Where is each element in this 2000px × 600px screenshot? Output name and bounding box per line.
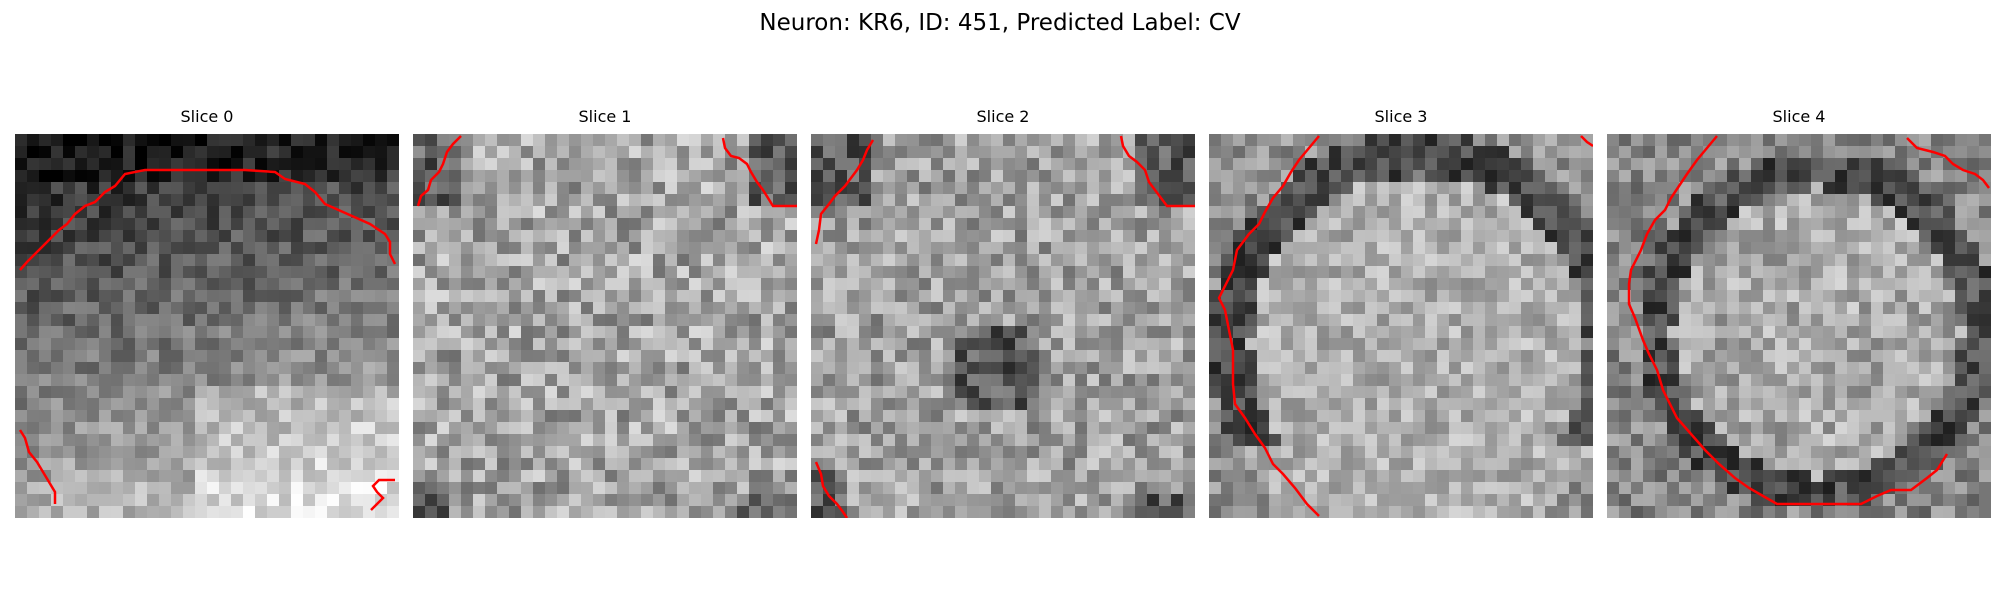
contour-line	[1119, 135, 1195, 208]
slice-title-4: Slice 4	[1772, 107, 1826, 126]
contour-line	[1906, 137, 1990, 189]
slice-image-0	[15, 134, 399, 518]
contour-overlay-1	[416, 135, 797, 208]
slice-title-0: Slice 0	[180, 107, 234, 126]
contour-line	[1217, 135, 1320, 517]
slice-title-3: Slice 3	[1374, 107, 1428, 126]
slice-title-2: Slice 2	[976, 107, 1030, 126]
slice-panel-1: Slice 1	[413, 107, 797, 518]
slice-panel-4: Slice 4	[1607, 107, 1991, 518]
contour-line	[721, 137, 797, 208]
slice-image-2	[811, 134, 1195, 518]
contour-overlay-0	[18, 168, 397, 511]
slice-image-1	[413, 134, 797, 518]
contour-line	[814, 139, 875, 245]
contour-line	[814, 461, 849, 518]
slice-panel-2: Slice 2	[811, 107, 1195, 518]
contour-line	[19, 168, 397, 271]
slice-panel-3: Slice 3	[1209, 107, 1593, 518]
contour-line	[1580, 135, 1593, 148]
contour-line	[1627, 135, 1949, 506]
contour-overlay-3	[1217, 135, 1593, 517]
contour-line	[370, 478, 395, 511]
contour-overlay-4	[1627, 135, 1990, 506]
contour-overlay-2	[814, 135, 1195, 518]
contour-line	[416, 135, 462, 207]
slice-title-1: Slice 1	[578, 107, 632, 126]
contour-line	[18, 429, 57, 504]
figure-title: Neuron: KR6, ID: 451, Predicted Label: C…	[759, 10, 1241, 36]
slice-panel-0: Slice 0	[15, 107, 399, 518]
